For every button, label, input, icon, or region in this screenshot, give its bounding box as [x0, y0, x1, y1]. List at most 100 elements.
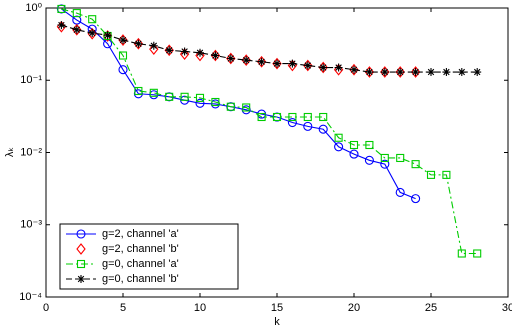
marker [76, 243, 86, 255]
marker [195, 98, 205, 108]
x-tick-label: 25 [425, 302, 437, 314]
marker [457, 68, 466, 77]
marker [118, 51, 128, 60]
marker [226, 54, 235, 63]
y-axis-label: λₖ [4, 147, 16, 157]
x-tick-label: 5 [120, 302, 126, 314]
y-tick-label: 10⁻¹ [20, 74, 42, 86]
marker [365, 68, 374, 77]
marker [211, 51, 220, 60]
marker [196, 48, 204, 57]
marker [442, 170, 451, 179]
marker [72, 23, 82, 36]
marker [303, 121, 313, 131]
marker [457, 249, 466, 258]
legend-label: g=0, channel 'b' [102, 273, 179, 285]
marker [272, 57, 282, 70]
marker [473, 68, 482, 77]
x-tick-label: 15 [271, 302, 283, 314]
marker [426, 170, 436, 179]
marker [57, 21, 66, 30]
marker [226, 52, 236, 65]
marker [365, 140, 374, 150]
marker [364, 66, 375, 78]
legend-label: g=2, channel 'b' [102, 243, 179, 255]
marker [241, 54, 251, 66]
legend-label: g=2, channel 'a' [102, 228, 179, 240]
marker [396, 153, 405, 163]
marker [303, 61, 312, 70]
series-line [61, 8, 478, 255]
marker [318, 124, 328, 134]
x-axis-label: k [274, 316, 280, 328]
marker [349, 140, 359, 150]
marker [411, 68, 420, 77]
marker [165, 92, 174, 101]
x-tick-label: 10 [194, 302, 206, 314]
marker [133, 37, 144, 50]
series-line [61, 8, 416, 200]
marker [76, 229, 86, 239]
marker [303, 59, 313, 72]
marker [134, 86, 143, 96]
marker [473, 249, 482, 258]
marker [72, 9, 81, 18]
marker [287, 117, 297, 128]
marker [257, 57, 266, 66]
marker [195, 49, 205, 62]
marker [164, 44, 174, 57]
marker [88, 15, 97, 24]
y-tick-label: 10⁻² [20, 146, 42, 158]
marker [77, 275, 85, 283]
marker [334, 142, 344, 152]
marker [427, 68, 435, 77]
marker [288, 59, 297, 68]
marker [226, 102, 235, 111]
marker [288, 112, 297, 122]
marker [119, 36, 127, 45]
marker [57, 4, 66, 14]
marker [165, 46, 174, 55]
marker [395, 187, 405, 197]
marker [72, 25, 81, 34]
marker [410, 66, 421, 78]
marker [242, 103, 251, 112]
y-tick-label: 10⁻⁴ [19, 291, 42, 303]
marker [349, 63, 359, 76]
marker [102, 30, 113, 42]
marker [380, 159, 390, 169]
marker [318, 61, 328, 74]
x-tick-label: 0 [43, 302, 49, 314]
marker [195, 93, 205, 102]
marker [88, 29, 97, 38]
marker [211, 97, 220, 107]
marker [411, 160, 420, 169]
y-tick-label: 10⁰ [25, 2, 42, 14]
marker [350, 65, 358, 74]
legend-box [59, 223, 239, 290]
marker [256, 55, 267, 68]
marker [380, 66, 390, 78]
marker [411, 194, 421, 204]
marker [395, 66, 405, 78]
marker [180, 47, 189, 56]
x-tick-label: 20 [348, 302, 360, 314]
marker [149, 88, 158, 97]
marker [319, 112, 328, 122]
marker [303, 112, 312, 122]
marker [118, 34, 128, 46]
marker [349, 149, 359, 159]
marker [118, 65, 128, 75]
marker [380, 68, 389, 77]
marker [149, 41, 158, 50]
marker [334, 133, 343, 142]
marker [396, 68, 405, 77]
marker [272, 112, 282, 122]
marker [179, 48, 190, 60]
marker [134, 39, 143, 48]
marker [242, 56, 251, 65]
x-tick-label: 30 [502, 302, 512, 314]
marker [103, 31, 112, 40]
marker [442, 68, 451, 77]
